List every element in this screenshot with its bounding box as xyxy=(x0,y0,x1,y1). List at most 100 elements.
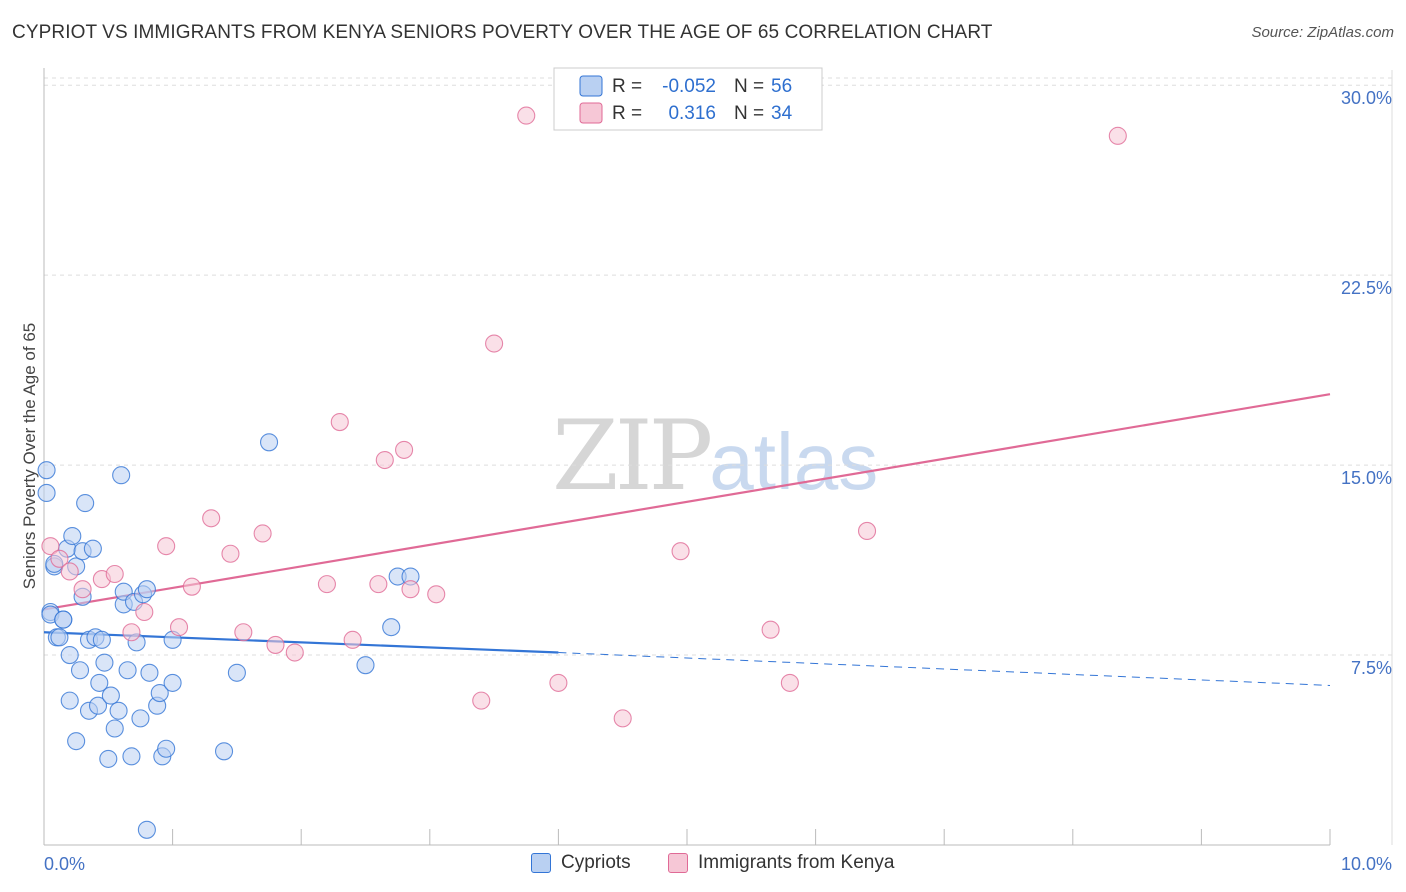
legend-r-label-1: R = xyxy=(612,76,642,97)
point-kenya xyxy=(671,542,690,561)
legend-r-label-2: R = xyxy=(612,103,642,124)
legend: R = -0.052 N = 56 R = 0.316 N = 34 xyxy=(553,67,823,131)
data-points xyxy=(37,106,1127,839)
point-kenya xyxy=(285,643,304,662)
point-cypriots xyxy=(122,747,141,766)
point-kenya xyxy=(369,575,388,594)
point-kenya xyxy=(472,691,491,710)
point-cypriots xyxy=(140,663,159,682)
point-cypriots xyxy=(150,683,169,703)
y-tick-label: 30.0% xyxy=(1341,88,1392,108)
legend-swatch-blue xyxy=(531,853,551,873)
trend-lines xyxy=(43,393,1331,686)
point-kenya xyxy=(202,509,221,528)
point-kenya xyxy=(253,524,272,543)
watermark: ZIPatlas xyxy=(552,400,878,512)
point-cypriots xyxy=(214,742,234,761)
legend-swatch-cypriots xyxy=(579,75,603,97)
point-kenya xyxy=(330,412,349,432)
legend-swatch-pink xyxy=(668,853,688,873)
point-kenya xyxy=(317,575,336,594)
point-kenya xyxy=(41,537,60,556)
point-kenya xyxy=(375,450,394,470)
point-kenya xyxy=(182,577,201,596)
point-cypriots xyxy=(60,691,79,710)
point-cypriots xyxy=(90,673,109,692)
point-kenya xyxy=(266,635,285,654)
legend-label-kenya: Immigrants from Kenya xyxy=(698,852,895,873)
point-cypriots xyxy=(163,673,182,692)
axes xyxy=(43,68,1393,846)
point-cypriots xyxy=(101,686,120,705)
point-cypriots xyxy=(54,610,73,629)
point-cypriots xyxy=(70,661,90,680)
point-cypriots xyxy=(83,539,102,558)
point-kenya xyxy=(517,106,536,125)
point-cypriots xyxy=(63,526,82,546)
point-kenya xyxy=(401,580,420,599)
point-cypriots xyxy=(356,656,375,675)
point-kenya xyxy=(549,673,568,692)
point-kenya xyxy=(613,709,632,728)
point-kenya xyxy=(780,673,799,692)
x-tick-label-max: 10.0% xyxy=(1341,854,1392,874)
legend-item-kenya: Immigrants from Kenya xyxy=(668,852,894,874)
point-kenya xyxy=(1108,126,1127,145)
y-tick-label: 15.0% xyxy=(1341,468,1392,488)
point-cypriots xyxy=(37,483,56,503)
point-cypriots xyxy=(112,466,131,485)
point-cypriots xyxy=(157,739,176,758)
point-kenya xyxy=(105,564,124,584)
point-cypriots xyxy=(92,630,111,649)
legend-item-cypriots: Cypriots xyxy=(531,852,631,874)
bottom-legend: Cypriots Immigrants from Kenya xyxy=(0,852,1406,878)
point-kenya xyxy=(761,620,780,639)
watermark-zip: ZIP xyxy=(552,400,713,512)
point-cypriots xyxy=(60,645,79,665)
point-kenya xyxy=(343,630,362,649)
point-kenya xyxy=(122,623,141,642)
point-cypriots xyxy=(137,580,156,599)
y-tick-labels: 7.5% 15.0% 22.5% 30.0% xyxy=(1341,88,1392,678)
point-cypriots xyxy=(95,653,114,672)
legend-label-cypriots: Cypriots xyxy=(561,852,631,873)
point-kenya xyxy=(395,440,414,459)
x-tick-labels: 0.0% 10.0% xyxy=(44,854,1392,874)
point-cypriots xyxy=(88,696,108,715)
trend-line-cypriots-projection xyxy=(558,652,1331,686)
point-kenya xyxy=(234,623,253,642)
point-cypriots xyxy=(67,732,86,751)
point-kenya xyxy=(485,334,504,353)
point-kenya xyxy=(135,602,154,622)
point-cypriots xyxy=(259,433,279,452)
point-cypriots xyxy=(99,749,118,768)
point-kenya xyxy=(169,618,189,637)
point-cypriots xyxy=(131,709,150,728)
trend-line-kenya xyxy=(43,393,1331,611)
point-kenya xyxy=(60,562,79,581)
point-kenya xyxy=(50,549,69,568)
legend-r-value-2: 0.316 xyxy=(668,103,716,124)
point-cypriots xyxy=(105,719,124,738)
point-cypriots xyxy=(76,494,95,513)
legend-n-label-1: N = xyxy=(734,76,764,97)
source-credit: Source: ZipAtlas.com xyxy=(1251,24,1394,41)
legend-n-label-2: N = xyxy=(734,103,764,124)
x-tick-label-min: 0.0% xyxy=(44,854,85,874)
point-kenya xyxy=(857,521,877,540)
point-cypriots xyxy=(137,820,156,839)
point-cypriots xyxy=(118,661,137,680)
point-kenya xyxy=(221,544,240,563)
point-kenya xyxy=(157,537,176,556)
legend-n-value-1: 56 xyxy=(771,76,792,97)
chart-title: CYPRIOT VS IMMIGRANTS FROM KENYA SENIORS… xyxy=(12,22,993,43)
y-tick-label: 7.5% xyxy=(1351,658,1392,678)
legend-swatch-kenya xyxy=(579,102,603,124)
point-cypriots xyxy=(382,618,401,637)
point-cypriots xyxy=(37,461,56,480)
point-cypriots xyxy=(50,628,69,647)
y-tick-label: 22.5% xyxy=(1341,278,1392,298)
point-kenya xyxy=(73,580,92,599)
legend-n-value-2: 34 xyxy=(771,103,793,124)
